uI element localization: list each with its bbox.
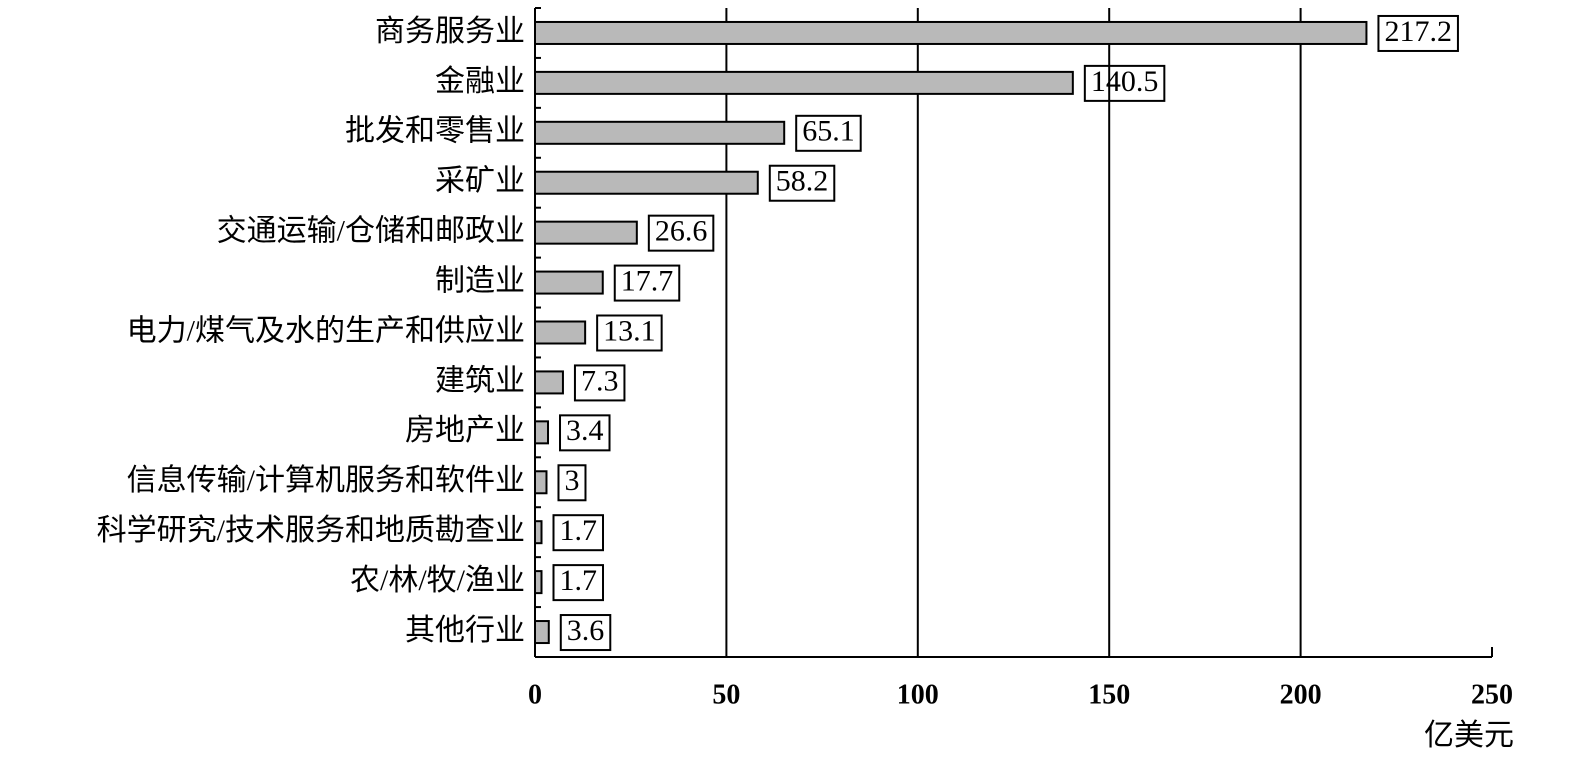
value-label: 7.3 [581, 364, 619, 397]
bar [534, 170, 759, 195]
value-label: 3.6 [567, 614, 605, 647]
bar [534, 570, 543, 595]
value-label-box [1083, 64, 1166, 102]
x-axis-label: 亿美元 [1424, 719, 1514, 752]
y-tick-label: 制造业 [435, 264, 525, 297]
bar [534, 70, 1074, 95]
value-label-box [768, 164, 836, 202]
value-label-box [647, 214, 715, 252]
y-tick-label: 信息传输/计算机服务和软件业 [127, 464, 525, 497]
value-label-box [557, 464, 587, 502]
value-label-box [573, 364, 626, 402]
value-label: 17.7 [621, 264, 674, 297]
x-tick-label: 0 [528, 679, 542, 710]
bar [534, 420, 550, 445]
value-label-box [1377, 14, 1459, 52]
value-label: 26.6 [655, 215, 708, 248]
value-label-box [795, 114, 862, 152]
y-tick-label: 金融业 [435, 65, 525, 98]
bar [534, 520, 543, 545]
value-label-box [613, 264, 681, 302]
bar [534, 20, 1368, 45]
value-label-box [552, 564, 605, 602]
bar [534, 620, 550, 645]
x-tick-label: 50 [712, 679, 740, 710]
x-tick-label: 100 [897, 679, 939, 710]
y-tick-label: 科学研究/技术服务和地质勘查业 [97, 514, 525, 547]
y-tick-label: 交通运输/仓储和邮政业 [217, 215, 525, 248]
bar [534, 370, 564, 395]
bar [534, 220, 638, 245]
bar [534, 120, 786, 145]
y-tick-label: 建筑业 [435, 364, 525, 397]
value-label: 58.2 [776, 165, 829, 198]
value-label: 1.7 [560, 514, 598, 547]
value-label-box [596, 314, 663, 352]
bar [534, 470, 548, 495]
y-tick-label: 批发和零售业 [345, 115, 525, 148]
y-tick-label: 电力/煤气及水的生产和供应业 [127, 314, 525, 347]
y-tick-label: 商务服务业 [375, 15, 525, 48]
y-tick-label: 房地产业 [405, 414, 525, 447]
x-tick-label: 250 [1471, 679, 1513, 710]
value-label: 13.1 [603, 314, 656, 347]
value-label: 140.5 [1091, 65, 1159, 98]
bar [534, 320, 587, 345]
x-tick-label: 200 [1280, 679, 1322, 710]
y-tick-label: 采矿业 [435, 165, 525, 198]
y-tick-label: 其他行业 [405, 614, 525, 647]
bar [534, 270, 604, 295]
value-label: 3.4 [566, 414, 604, 447]
value-label-box [559, 414, 611, 452]
value-label-box [552, 514, 605, 552]
value-label: 1.7 [560, 564, 598, 597]
value-label: 217.2 [1384, 15, 1452, 48]
y-tick-label: 农/林/牧/渔业 [350, 564, 525, 597]
value-label: 65.1 [802, 115, 855, 148]
x-tick-label: 150 [1088, 679, 1130, 710]
value-label-box [559, 614, 612, 652]
value-label: 3 [564, 464, 579, 497]
